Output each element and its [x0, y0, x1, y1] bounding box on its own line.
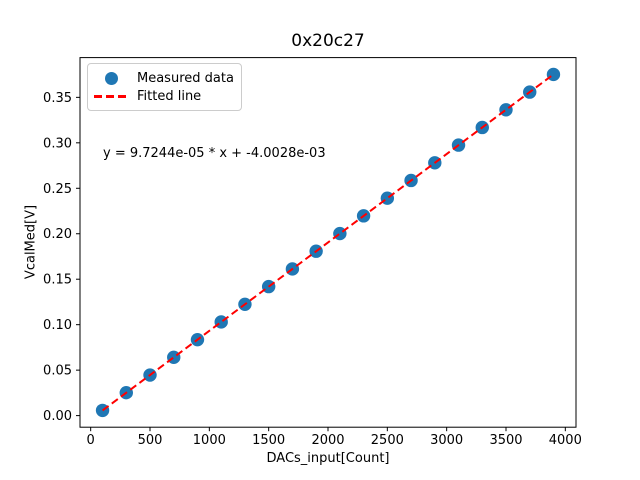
- x-tick-label: 2500: [371, 433, 404, 448]
- legend: Measured data Fitted line: [87, 63, 242, 111]
- x-tick-label: 2000: [311, 433, 344, 448]
- legend-item-measured-data: Measured data: [94, 71, 235, 86]
- x-tick-label: 3500: [489, 433, 522, 448]
- x-tick-label: 1000: [193, 433, 226, 448]
- y-tick-label: 0.00: [43, 409, 72, 424]
- y-tick-label: 0.30: [43, 136, 72, 151]
- x-tick-label: 0: [87, 433, 95, 448]
- x-tick-label: 1500: [252, 433, 285, 448]
- fitted-line: [101, 73, 555, 412]
- legend-sample-area: [94, 94, 128, 98]
- x-tick-label: 3000: [430, 433, 463, 448]
- y-axis-label: VcalMed[V]: [23, 204, 39, 280]
- fit-equation-annotation: y = 9.7244e-05 * x + -4.0028e-03: [103, 146, 326, 161]
- legend-sample-area: [94, 71, 128, 85]
- legend-label-measured-data: Measured data: [137, 70, 234, 86]
- scatter-marker-icon: [104, 71, 118, 85]
- y-tick-label: 0.35: [43, 91, 72, 106]
- legend-label-fitted-line: Fitted line: [137, 88, 202, 104]
- x-tick-label: 500: [138, 433, 163, 448]
- dashed-line-icon: [94, 94, 128, 98]
- x-axis-label: DACs_input[Count]: [266, 451, 390, 466]
- y-tick-label: 0.10: [43, 318, 72, 333]
- y-tick-label: 0.15: [43, 273, 72, 288]
- legend-item-fitted-line: Fitted line: [94, 89, 235, 104]
- y-tick-label: 0.20: [43, 227, 72, 242]
- chart-title: 0x20c27: [291, 31, 365, 51]
- x-tick-label: 4000: [549, 433, 582, 448]
- y-tick-label: 0.05: [43, 364, 72, 379]
- y-tick-label: 0.25: [43, 182, 72, 197]
